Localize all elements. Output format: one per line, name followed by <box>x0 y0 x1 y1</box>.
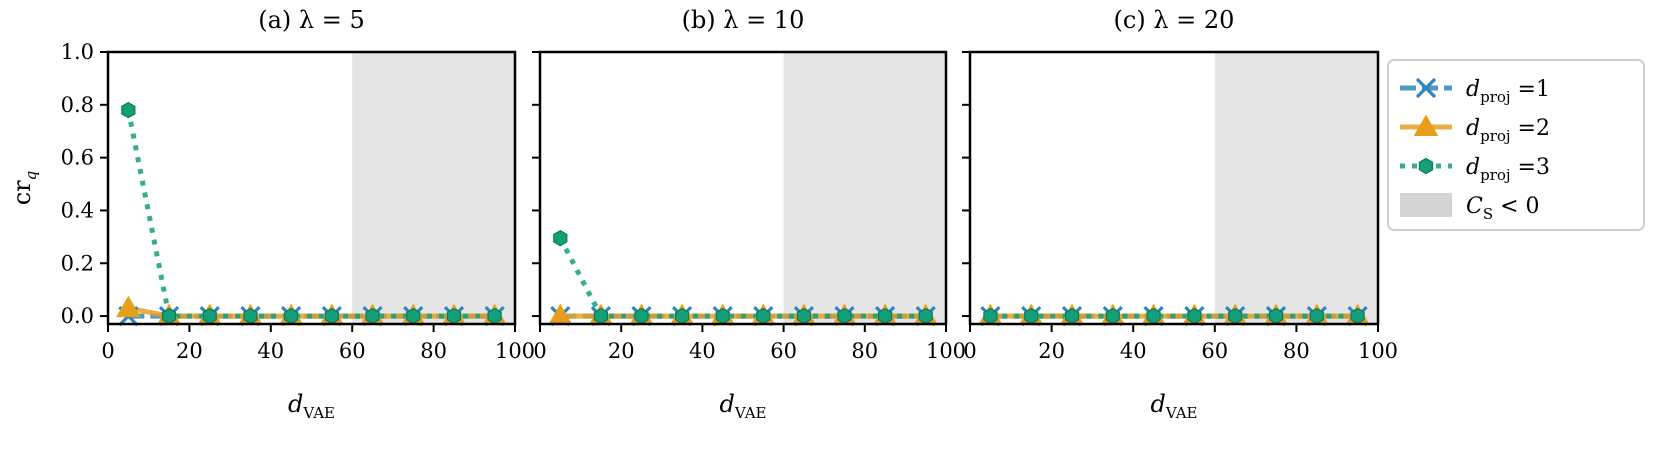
series-3-point <box>983 307 998 325</box>
series-3-point <box>121 101 136 119</box>
legend-region-swatch <box>1400 193 1452 217</box>
x-tick-label: 60 <box>1201 339 1228 363</box>
series-3-point <box>877 307 893 325</box>
y-tick-label: 0.0 <box>61 304 94 328</box>
x-tick-label: 40 <box>689 339 716 363</box>
legend-label: dproj =2 <box>1466 116 1550 145</box>
series-3-point <box>243 307 258 325</box>
panel-title: (a) λ = 5 <box>258 6 365 34</box>
series-3-point <box>284 307 299 325</box>
legend-entry-1: dproj =1 <box>1400 77 1550 106</box>
series-3-point <box>202 307 217 325</box>
x-tick-label: 40 <box>257 339 284 363</box>
series-3-point <box>161 307 177 325</box>
x-axis-label: dVAE <box>288 390 335 422</box>
x-tick-label: 60 <box>770 339 797 363</box>
x-axis-label: dVAE <box>720 390 767 422</box>
series-3-point <box>365 307 380 325</box>
x-tick-label: 100 <box>1358 339 1398 363</box>
x-tick-label: 80 <box>851 339 878 363</box>
x-tick-label: 0 <box>963 339 976 363</box>
series-3-point <box>324 307 339 325</box>
y-tick-label: 0.8 <box>61 93 94 117</box>
x-tick-label: 0 <box>101 339 114 363</box>
panel-title: (b) λ = 10 <box>682 6 805 34</box>
x-axis-label: dVAE <box>1151 390 1198 422</box>
legend-marker <box>1413 114 1439 136</box>
legend-region-label: CS < 0 <box>1466 194 1540 223</box>
series-3-point <box>1187 307 1202 325</box>
y-tick-label: 0.4 <box>61 198 94 222</box>
x-tick-label: 20 <box>176 339 203 363</box>
legend-label: dproj =1 <box>1466 77 1550 106</box>
plot-frame <box>538 50 948 326</box>
series-3-point <box>1024 307 1039 325</box>
series-3-point <box>446 307 462 325</box>
shaded-region <box>352 52 515 324</box>
series-2-point <box>116 295 141 318</box>
series-3-point <box>406 307 421 325</box>
x-tick-label: 100 <box>926 339 966 363</box>
legend-marker <box>1418 157 1434 175</box>
series-3-line <box>558 237 926 319</box>
series-3-point <box>918 307 933 325</box>
legend-box <box>1387 59 1645 231</box>
y-tick-label: 1.0 <box>61 40 94 64</box>
series-3-point <box>1268 307 1284 325</box>
panel-3: 0 20 40 60 80 100 (c) λ = 20 dVAE <box>962 6 1398 422</box>
legend-entry-3: dproj =3 <box>1400 155 1550 184</box>
series-3-point <box>1309 307 1324 325</box>
panel-2: 0 20 40 60 80 100 (b) λ = 10 dVAE <box>532 6 966 422</box>
plot-frame <box>968 50 1380 326</box>
shaded-region <box>1214 52 1378 324</box>
series-3-point <box>1228 307 1243 325</box>
shaded-region <box>783 52 946 324</box>
series-3-point <box>837 307 852 325</box>
legend-entry-2: dproj =2 <box>1400 114 1550 145</box>
x-tick-label: 20 <box>1038 339 1065 363</box>
legend-marker <box>1415 77 1437 99</box>
y-axis-label: crq <box>8 171 40 206</box>
x-tick-label: 100 <box>495 339 535 363</box>
x-tick-label: 40 <box>1120 339 1147 363</box>
x-tick-label: 0 <box>533 339 546 363</box>
y-tick-label: 0.6 <box>61 146 94 170</box>
series-3-point <box>487 307 502 325</box>
x-tick-label: 20 <box>608 339 635 363</box>
x-tick-label: 60 <box>339 339 366 363</box>
legend: dproj =1 dproj =2 dproj =3 CS < 0 <box>1387 59 1645 231</box>
series-3-line <box>125 109 495 319</box>
x-tick-label: 80 <box>420 339 447 363</box>
series-3-point <box>715 307 730 325</box>
series-3-point <box>553 229 568 247</box>
plot-frame <box>106 50 517 326</box>
panel-title: (c) λ = 20 <box>1114 6 1235 34</box>
x-tick-label: 80 <box>1283 339 1310 363</box>
series-3-point <box>796 307 812 325</box>
series-3-point <box>1350 307 1365 325</box>
series-3-point <box>634 307 649 325</box>
series-3-point <box>1105 307 1120 325</box>
series-3-point <box>593 307 609 325</box>
series-3-point <box>756 307 771 325</box>
panel-1: 0 20 40 60 80 100 0.0 0.2 0.4 0.6 0.8 1.0 (a) λ = 5 d… <box>8 6 535 422</box>
series-3-point <box>674 307 690 325</box>
series-3-point <box>1064 307 1080 325</box>
legend-label: dproj =3 <box>1466 155 1550 184</box>
series-3-point <box>1146 307 1161 325</box>
y-tick-label: 0.2 <box>61 251 94 275</box>
